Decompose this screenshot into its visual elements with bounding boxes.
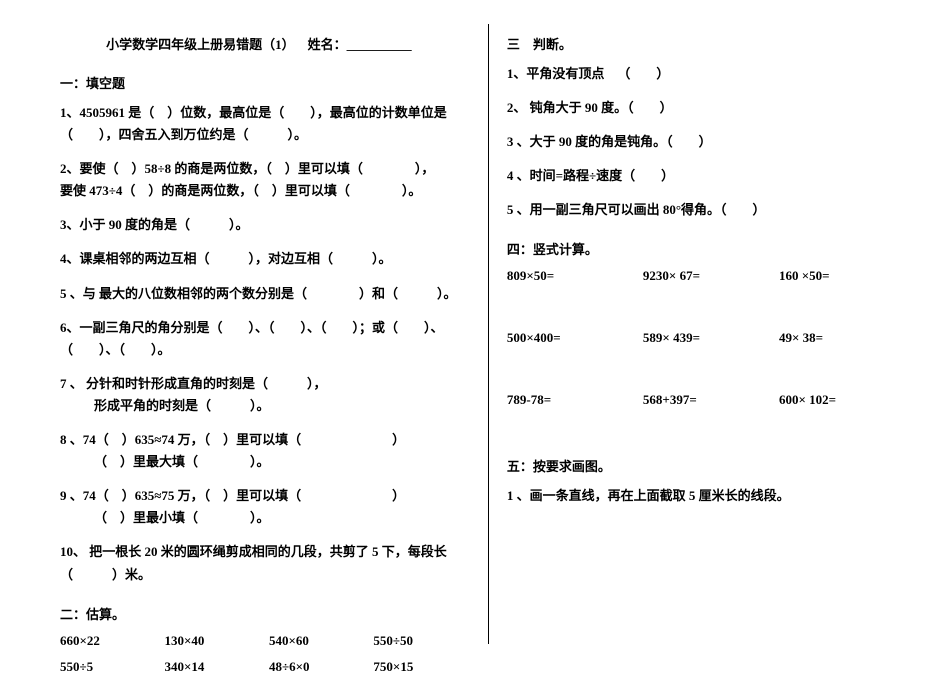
calc-cell: 600× 102= (779, 392, 915, 408)
question-10: 10、 把一根长 20 米的圆环绳剪成相同的几段，共剪了 5 下，每段长 （ ）… (60, 541, 478, 585)
estimate-row-2: 550÷5 340×14 48÷6×0 750×15 (60, 659, 478, 675)
calc-row-1: 809×50= 9230× 67= 160 ×50= (507, 268, 915, 284)
judge-5: 5 、用一副三角尺可以画出 80°得角。（ ） (507, 199, 915, 221)
q7-line1: 7 、 分针和时针形成直角的时刻是（ ）， (60, 376, 327, 391)
calc-row-3: 789-78= 568+397= 600× 102= (507, 392, 915, 408)
q1-line1: 1、4505961 是（ ）位数，最高位是（ ），最高位的计数单位是 (60, 105, 447, 120)
question-7: 7 、 分针和时针形成直角的时刻是（ ）， 形成平角的时刻是（ ）。 (60, 373, 478, 417)
calc-cell: 500×400= (507, 330, 643, 346)
section-1-heading: 一：填空题 (60, 73, 478, 92)
question-3: 3、小于 90 度的角是（ ）。 (60, 214, 478, 236)
question-6: 6、一副三角尺的角分别是（ ）、（ ）、（ ）；或（ ）、 （ ）、（ ）。 (60, 317, 478, 361)
q9-line2: （ ）里最小填（ ）。 (60, 510, 270, 525)
q6-line2: （ ）、（ ）。 (60, 342, 171, 357)
calc-row-2: 500×400= 589× 439= 49× 38= (507, 330, 915, 346)
judge-2: 2、 钝角大于 90 度。（ ） (507, 97, 915, 119)
section-5-heading: 五：按要求画图。 (507, 456, 915, 475)
calc-cell: 9230× 67= (643, 268, 779, 284)
est-cell: 750×15 (373, 659, 477, 675)
q9-line1: 9 、74（ ）635≈75 万，（ ）里可以填（ ） (60, 488, 405, 503)
judge-3: 3 、大于 90 度的角是钝角。（ ） (507, 131, 915, 153)
question-4: 4、课桌相邻的两边互相（ ），对边互相（ ）。 (60, 248, 478, 270)
left-column: 小学数学四年级上册易错题（1） 姓名：__________ 一：填空题 1、45… (60, 34, 488, 649)
q1-line2: （ ），四舍五入到万位约是（ ）。 (60, 127, 307, 142)
est-cell: 48÷6×0 (269, 659, 373, 675)
question-8: 8 、74（ ）635≈74 万，（ ）里可以填（ ） （ ）里最大填（ ）。 (60, 429, 478, 473)
question-2: 2、要使（ ）58÷8 的商是两位数，（ ）里可以填（ ）， 要使 473÷4（… (60, 158, 478, 202)
estimate-row-1: 660×22 130×40 540×60 550÷50 (60, 633, 478, 649)
calc-cell: 789-78= (507, 392, 643, 408)
q10-line1: 10、 把一根长 20 米的圆环绳剪成相同的几段，共剪了 5 下，每段长 (60, 544, 447, 559)
question-1: 1、4505961 是（ ）位数，最高位是（ ），最高位的计数单位是 （ ），四… (60, 102, 478, 146)
calc-cell: 49× 38= (779, 330, 915, 346)
q7-line2: 形成平角的时刻是（ ）。 (60, 398, 270, 413)
section-4-heading: 四：竖式计算。 (507, 239, 915, 258)
draw-1: 1 、画一条直线，再在上面截取 5 厘米长的线段。 (507, 485, 915, 507)
est-cell: 540×60 (269, 633, 373, 649)
judge-1: 1、平角没有顶点 （ ） (507, 63, 915, 85)
q2-line2: 要使 473÷4（ ）的商是两位数，（ ）里可以填（ ）。 (60, 183, 421, 198)
judge-4: 4 、时间=路程÷速度（ ） (507, 165, 915, 187)
q2-line1: 2、要使（ ）58÷8 的商是两位数，（ ）里可以填（ ）， (60, 161, 434, 176)
calc-cell: 589× 439= (643, 330, 779, 346)
calc-cell: 809×50= (507, 268, 643, 284)
est-cell: 550÷5 (60, 659, 164, 675)
q8-line1: 8 、74（ ）635≈74 万，（ ）里可以填（ ） (60, 432, 405, 447)
worksheet-title: 小学数学四年级上册易错题（1） 姓名：__________ (40, 34, 478, 53)
est-cell: 130×40 (164, 633, 268, 649)
question-9: 9 、74（ ）635≈75 万，（ ）里可以填（ ） （ ）里最小填（ ）。 (60, 485, 478, 529)
section-3-heading: 三 判断。 (507, 34, 915, 53)
question-5: 5 、与 最大的八位数相邻的两个数分别是（ ）和（ ）。 (60, 283, 478, 305)
calc-cell: 160 ×50= (779, 268, 915, 284)
q10-line2: （ ）米。 (60, 567, 151, 582)
q8-line2: （ ）里最大填（ ）。 (60, 454, 270, 469)
calc-cell: 568+397= (643, 392, 779, 408)
est-cell: 660×22 (60, 633, 164, 649)
right-column: 三 判断。 1、平角没有顶点 （ ） 2、 钝角大于 90 度。（ ） 3 、大… (489, 34, 915, 649)
est-cell: 340×14 (164, 659, 268, 675)
section-2-heading: 二：估算。 (60, 604, 478, 623)
q6-line1: 6、一副三角尺的角分别是（ ）、（ ）、（ ）；或（ ）、 (60, 320, 444, 335)
worksheet-page: 小学数学四年级上册易错题（1） 姓名：__________ 一：填空题 1、45… (0, 0, 945, 669)
est-cell: 550÷50 (373, 633, 477, 649)
